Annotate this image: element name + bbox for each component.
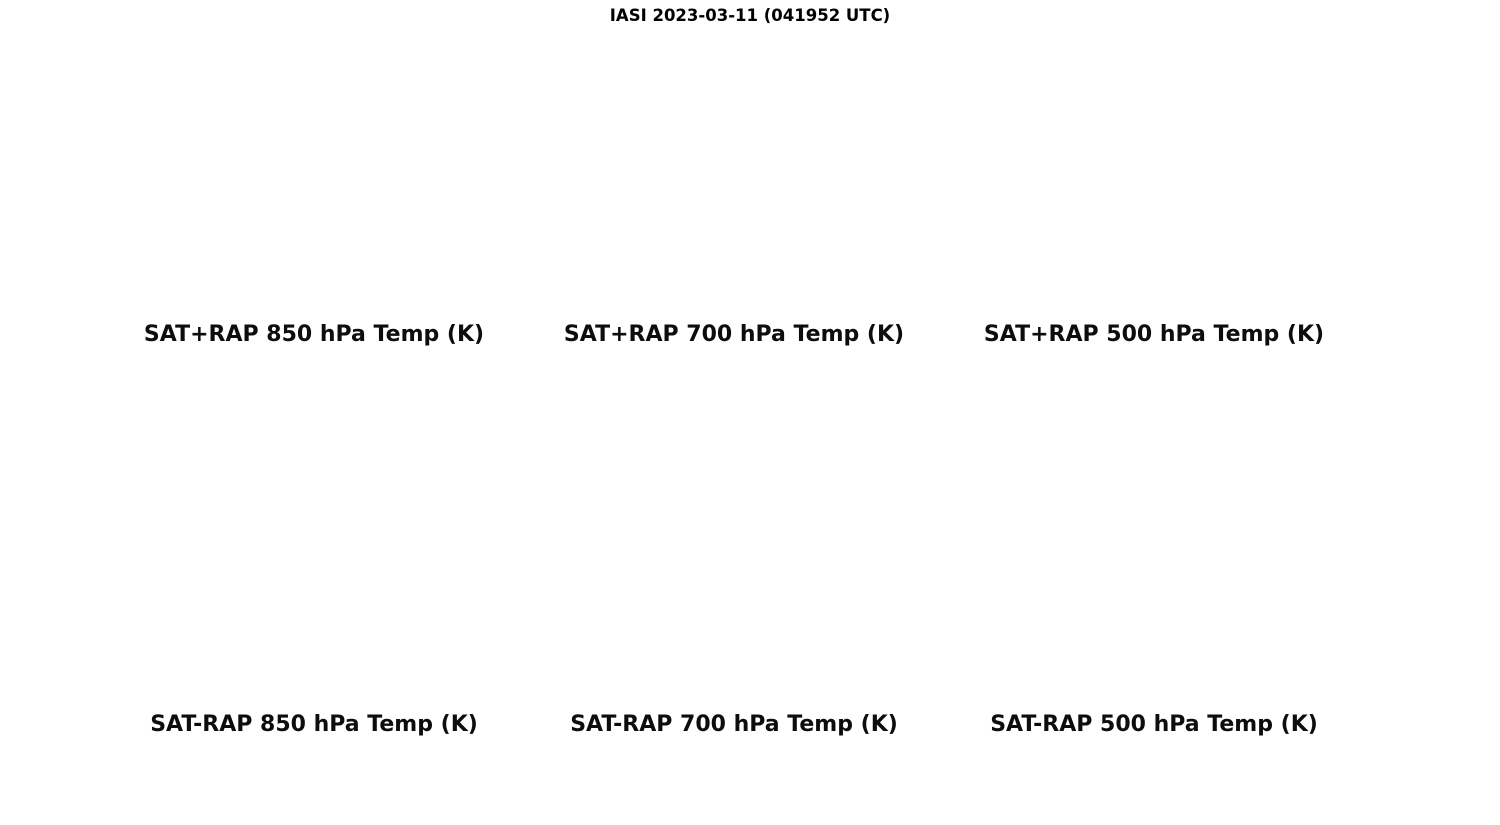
- panel-caption: SAT-RAP 500 hPa Temp (K): [990, 712, 1318, 737]
- panel-caption: SAT+RAP 700 hPa Temp (K): [563, 322, 905, 347]
- figure-title: IASI 2023-03-11 (041952 UTC): [609, 6, 891, 25]
- panel-caption: SAT+RAP 500 hPa Temp (K): [983, 322, 1325, 347]
- panel-caption: SAT-RAP 700 hPa Temp (K): [570, 712, 898, 737]
- panel-caption: SAT+RAP 850 hPa Temp (K): [143, 322, 485, 347]
- panel-caption: SAT-RAP 850 hPa Temp (K): [150, 712, 478, 737]
